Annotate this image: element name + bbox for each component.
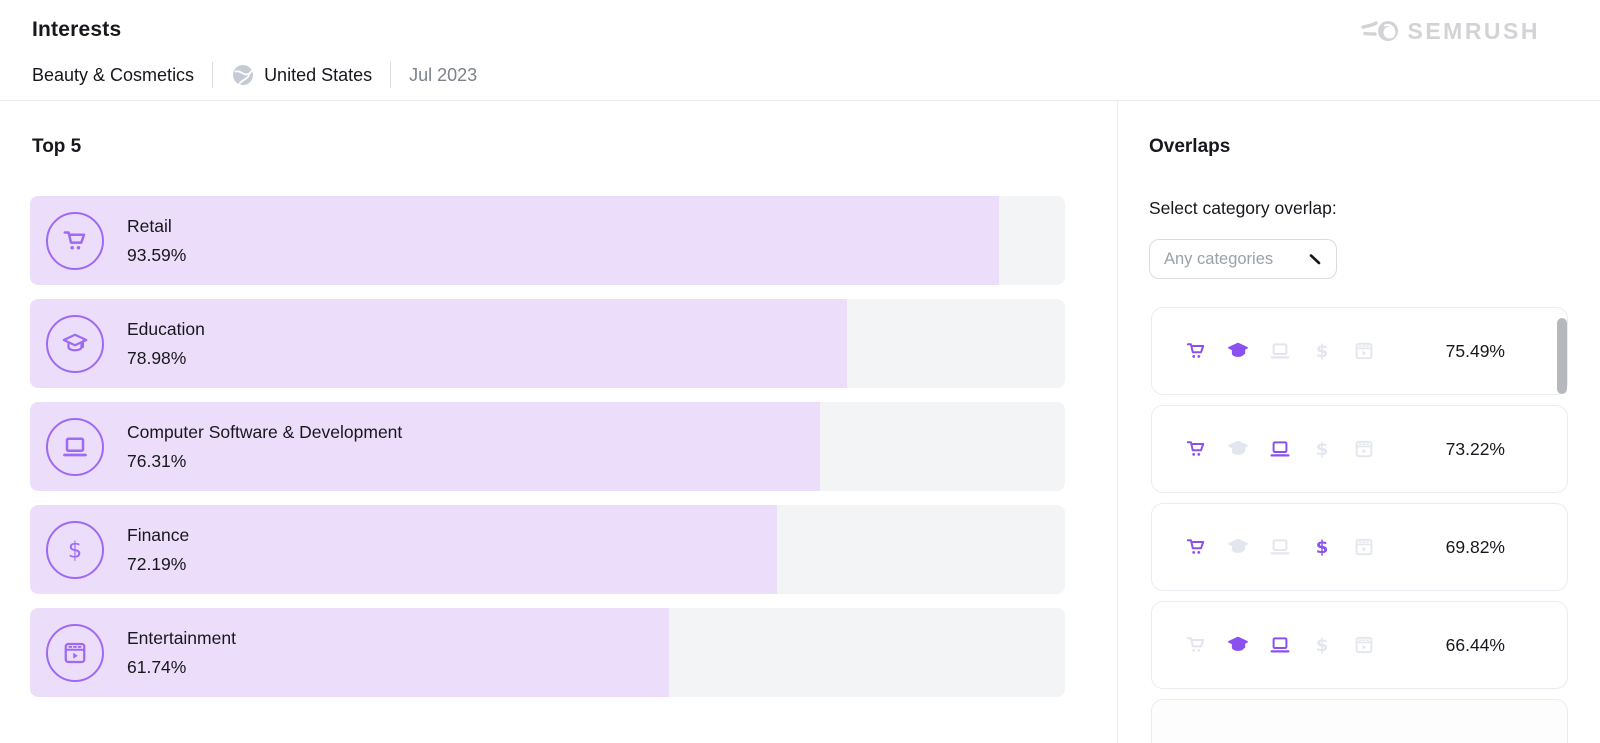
top5-heading: Top 5 (32, 136, 82, 157)
graduation-cap-icon (46, 314, 104, 373)
movie-icon (46, 623, 104, 682)
bar-fill (30, 402, 820, 491)
bar-label: Computer Software & Development (127, 421, 403, 442)
svg-text:$: $ (1316, 635, 1329, 656)
overlap-row-partial[interactable] (1151, 699, 1568, 743)
breadcrumb-divider (212, 62, 214, 88)
graduation-cap-icon (1226, 339, 1250, 363)
bar-value: 93.59% (127, 244, 187, 265)
overlap-list: $ 75.49% $ 73.22% $ 69.82% $ 66.44% (1151, 307, 1568, 743)
bar-label: Education (127, 318, 205, 339)
bar-value: 78.98% (127, 347, 187, 368)
laptop-icon (1268, 339, 1292, 363)
bar-label: Entertainment (127, 627, 236, 648)
location-label: United States (264, 64, 373, 85)
overlap-row[interactable]: $ 66.44% (1151, 601, 1568, 689)
overlap-icon-group: $ (1184, 437, 1446, 461)
graduation-cap-icon (1226, 535, 1250, 559)
bar-row-finance: $ Finance 72.19% (30, 505, 1065, 594)
dropdown-placeholder: Any categories (1164, 249, 1274, 268)
overlap-row[interactable]: $ 69.82% (1151, 503, 1568, 591)
movie-icon (1352, 437, 1376, 461)
bar-row-retail: Retail 93.59% (30, 196, 1065, 285)
graduation-cap-icon (1226, 437, 1250, 461)
bar-value: 72.19% (127, 553, 187, 574)
cart-icon (1184, 339, 1208, 363)
bar-row-education: Education 78.98% (30, 299, 1065, 388)
breadcrumb: Beauty & Cosmetics United States Jul 202… (32, 62, 477, 88)
select-category-label: Select category overlap: (1149, 198, 1337, 218)
bar-fill (30, 608, 669, 697)
bar-label: Finance (127, 524, 190, 545)
breadcrumb-divider (390, 62, 392, 88)
overlaps-panel: Overlaps Select category overlap: Any ca… (1119, 101, 1600, 743)
bar-row-computer-software: Computer Software & Development 76.31% (30, 402, 1065, 491)
dollar-icon: $ (1310, 633, 1334, 657)
top5-bar-chart: Retail 93.59% Education 78.98% Computer … (30, 196, 1065, 711)
bar-fill (30, 505, 778, 594)
date-label: Jul 2023 (409, 64, 478, 85)
cart-icon (1184, 437, 1208, 461)
overlap-row[interactable]: $ 73.22% (1151, 405, 1568, 493)
category-dropdown[interactable]: Any categories (1149, 239, 1337, 279)
bar-row-entertainment: Entertainment 61.74% (30, 608, 1065, 697)
semrush-logo: SEMRUSH (1361, 16, 1540, 46)
overlap-percentage: 69.82% (1445, 536, 1505, 557)
svg-text:$: $ (1316, 439, 1329, 460)
cart-icon (1184, 633, 1208, 657)
svg-text:$: $ (1316, 341, 1329, 362)
graduation-cap-icon (1226, 633, 1250, 657)
overlaps-heading: Overlaps (1149, 136, 1231, 157)
svg-text:$: $ (1316, 537, 1329, 558)
cart-icon (1184, 535, 1208, 559)
bar-fill (30, 299, 848, 388)
movie-icon (1352, 535, 1376, 559)
movie-icon (1352, 339, 1376, 363)
laptop-icon (1268, 437, 1292, 461)
overlap-percentage: 75.49% (1445, 340, 1505, 361)
overlap-row[interactable]: $ 75.49% (1151, 307, 1568, 395)
laptop-icon (1268, 633, 1292, 657)
bar-value: 76.31% (127, 450, 187, 471)
top5-section: Top 5 Retail 93.59% Education 78.98% (0, 101, 1118, 743)
overlap-list-scrollbar[interactable] (1557, 318, 1567, 394)
page-title: Interests (32, 18, 122, 41)
semrush-logo-icon (1361, 21, 1399, 41)
bar-value: 61.74% (127, 656, 187, 677)
svg-text:$: $ (68, 537, 82, 563)
overlap-icon-group: $ (1184, 633, 1446, 657)
dollar-icon: $ (1310, 437, 1334, 461)
category-label: Beauty & Cosmetics (32, 64, 195, 85)
overlap-icon-group: $ (1184, 535, 1446, 559)
report-header: Interests Beauty & Cosmetics United Stat… (0, 0, 1600, 101)
bar-label: Retail (127, 215, 172, 236)
overlap-icon-group: $ (1184, 339, 1446, 363)
overlap-percentage: 66.44% (1445, 634, 1505, 655)
semrush-logo-text: SEMRUSH (1407, 17, 1540, 44)
dollar-icon: $ (1310, 339, 1334, 363)
dollar-icon: $ (46, 520, 104, 579)
overlap-percentage: 73.22% (1445, 438, 1505, 459)
chevron-down-icon (1309, 254, 1321, 265)
movie-icon (1352, 633, 1376, 657)
laptop-icon (1268, 535, 1292, 559)
dollar-icon: $ (1310, 535, 1334, 559)
globe-icon (231, 63, 255, 87)
cart-icon (46, 211, 104, 270)
bar-fill (30, 196, 999, 285)
laptop-icon (46, 417, 104, 476)
